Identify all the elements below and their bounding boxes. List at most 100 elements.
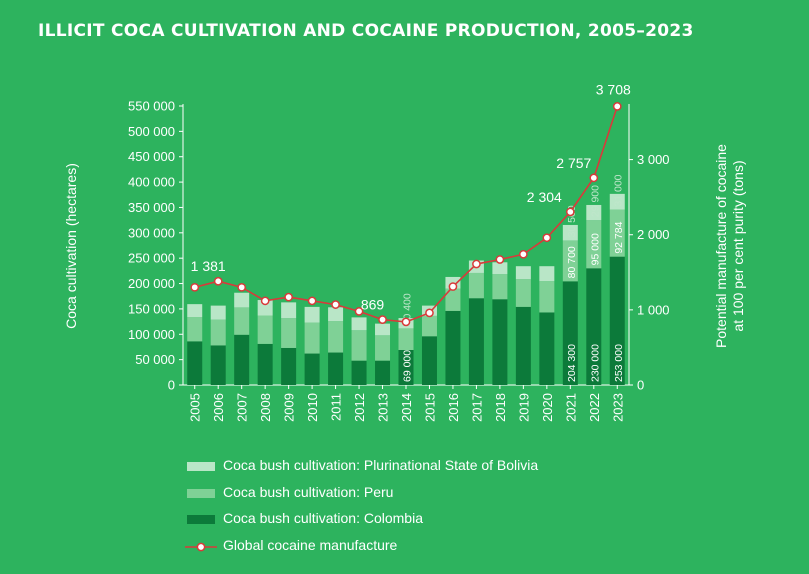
bar-peru	[257, 315, 273, 344]
bar-peru	[492, 274, 508, 300]
bar-value-label: 29 900	[589, 185, 601, 217]
bar-bolivia	[281, 302, 297, 319]
y-tick-label-right: 2 000	[637, 227, 670, 242]
bar-bolivia	[351, 317, 367, 331]
line-point	[331, 300, 340, 309]
bar-peru	[468, 272, 484, 299]
bar-value-label: 80 700	[566, 246, 578, 278]
line-point	[472, 259, 481, 269]
x-tick-label: 2023	[610, 393, 625, 422]
bar-colombia	[421, 336, 437, 385]
x-tick-label: 2005	[188, 393, 203, 422]
bar-bolivia	[586, 204, 602, 221]
line-point	[354, 307, 364, 316]
bar-bolivia	[187, 304, 203, 318]
line-point	[425, 308, 434, 318]
x-tick-label: 2008	[258, 393, 273, 422]
bar-value-label: 20 400	[402, 293, 414, 325]
bar-bolivia	[375, 323, 391, 336]
bar-peru	[421, 315, 437, 337]
bar-peru	[398, 328, 414, 350]
legend-label-bolivia: Coca bush cultivation: Plurinational Sta…	[223, 457, 539, 473]
line-point	[237, 282, 247, 292]
chart-title: ILLICIT COCA CULTIVATION AND COCAINE PRO…	[38, 21, 694, 41]
bar-value-label: 31 000	[613, 174, 625, 206]
bar-colombia	[187, 341, 203, 385]
bar-colombia	[210, 345, 226, 385]
legend-swatch-colombia	[187, 515, 215, 524]
line-point	[519, 249, 528, 259]
x-tick-label: 2017	[469, 393, 484, 422]
bar-bolivia	[257, 300, 273, 316]
y-tick-label-left: 200 000	[128, 276, 175, 291]
legend-label-peru: Coca bush cultivation: Peru	[223, 483, 394, 500]
y-tick-label-right: 1 000	[637, 302, 670, 317]
line-point	[612, 102, 622, 111]
y-tick-label-left: 0	[168, 378, 175, 393]
x-tick-label: 2016	[446, 393, 461, 422]
bar-value-label: 95 000	[589, 233, 601, 265]
bar-bolivia	[562, 224, 578, 241]
bar-value-label: 204 300	[566, 344, 578, 382]
bar-peru	[281, 318, 297, 348]
bar-peru	[562, 240, 578, 282]
bar-peru	[609, 209, 625, 257]
line-point	[260, 296, 270, 306]
line-point	[284, 292, 293, 302]
bar-bolivia	[304, 306, 320, 323]
x-tick-label: 2018	[493, 393, 508, 422]
bar-colombia	[328, 352, 344, 385]
bar-peru	[328, 321, 344, 353]
y-tick-label-left: 450 000	[128, 149, 175, 164]
legend-label-colombia: Coca bush cultivation: Colombia	[223, 510, 423, 526]
bar-colombia	[234, 334, 250, 385]
x-tick-label: 2012	[352, 393, 367, 422]
bar-colombia	[304, 353, 320, 385]
bar-colombia	[351, 360, 367, 385]
x-tick-label: 2020	[540, 393, 555, 422]
line-point	[378, 315, 387, 324]
y-axis-title-right-line2: at 100 per cent purity (tons)	[730, 160, 746, 331]
bar-peru	[515, 279, 531, 307]
bar-peru	[210, 319, 226, 346]
x-tick-label: 2014	[399, 393, 414, 422]
bar-colombia	[281, 347, 297, 385]
line-point	[213, 276, 223, 286]
x-tick-label: 2010	[305, 393, 320, 422]
bar-colombia	[609, 256, 625, 385]
y-axis-title-right-line1: Potential manufacture of cocaine	[713, 144, 729, 348]
x-tick-label: 2021	[563, 393, 578, 422]
bar-bolivia	[539, 266, 555, 282]
bar-colombia	[445, 310, 461, 385]
bar-colombia	[562, 281, 578, 385]
x-tick-label: 2006	[211, 393, 226, 422]
line-point	[542, 233, 552, 243]
line-point	[190, 282, 200, 292]
legend-swatch-line	[185, 542, 217, 551]
x-tick-label: 2019	[516, 393, 531, 422]
y-tick-label-left: 500 000	[128, 124, 175, 139]
bar-peru	[351, 330, 367, 361]
x-tick-label: 2009	[282, 393, 297, 422]
y-tick-label-left: 50 000	[135, 352, 175, 367]
y-tick-label-left: 350 000	[128, 200, 175, 215]
bar-value-label: 230 000	[589, 344, 601, 382]
y-tick-label-left: 300 000	[128, 225, 175, 240]
bar-peru	[539, 281, 555, 313]
bar-colombia	[492, 299, 508, 385]
line-value-label: 1 381	[191, 258, 226, 274]
line-point	[565, 207, 575, 217]
bar-bolivia	[515, 266, 531, 280]
bar-bolivia	[328, 307, 344, 322]
line-value-label: 3 708	[596, 81, 631, 97]
x-tick-label: 2015	[422, 393, 437, 422]
bar-colombia	[539, 312, 555, 385]
bar-peru	[586, 220, 602, 269]
y-axis-title-left: Coca cultivation (hectares)	[63, 163, 79, 329]
bar-peru	[304, 322, 320, 354]
bar-bolivia	[210, 305, 226, 320]
legend-label-line: Global cocaine manufacture	[223, 536, 398, 553]
line-point	[589, 173, 599, 183]
bar-value-label: 92 784	[613, 221, 625, 253]
line-point	[448, 282, 458, 291]
